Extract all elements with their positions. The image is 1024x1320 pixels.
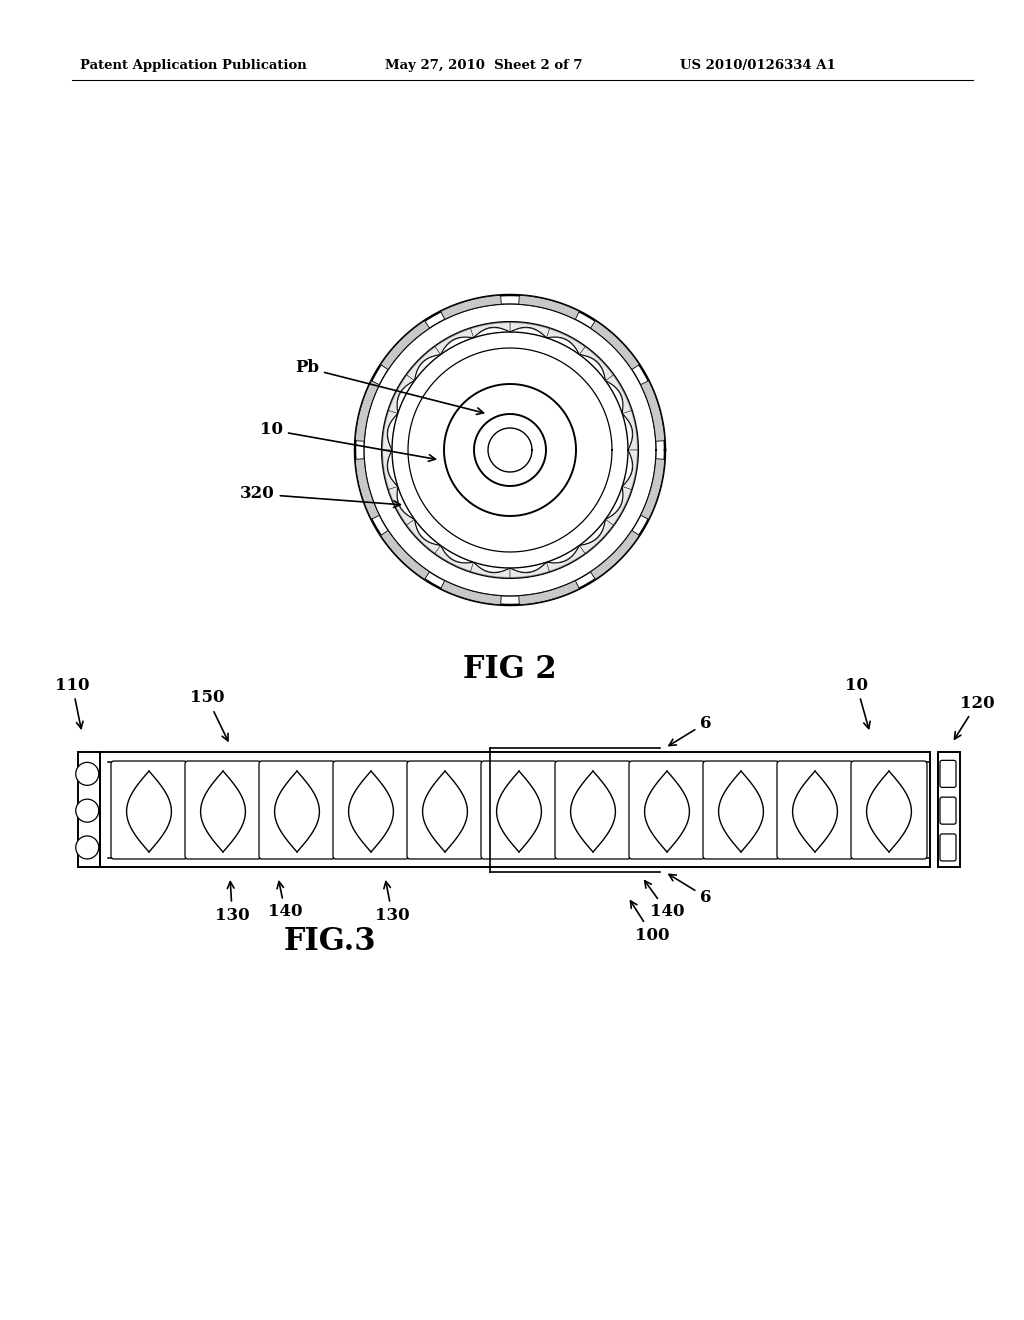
Polygon shape [440,581,501,605]
Polygon shape [641,459,665,519]
Text: 10: 10 [260,421,435,461]
Polygon shape [641,380,665,441]
FancyBboxPatch shape [111,762,187,859]
Polygon shape [381,531,429,579]
Polygon shape [605,487,632,525]
FancyBboxPatch shape [703,762,779,859]
Circle shape [76,836,98,859]
Bar [94,752,930,867]
Polygon shape [381,321,429,370]
Text: Pb: Pb [295,359,483,414]
Polygon shape [591,531,639,579]
Polygon shape [435,545,473,572]
FancyBboxPatch shape [555,762,631,859]
Text: 140: 140 [645,880,684,920]
FancyBboxPatch shape [940,834,956,861]
Text: Patent Application Publication: Patent Application Publication [80,58,307,71]
Polygon shape [435,329,473,355]
Text: 150: 150 [190,689,228,741]
Text: US 2010/0126334 A1: US 2010/0126334 A1 [680,58,836,71]
Polygon shape [355,380,380,441]
Polygon shape [510,322,550,338]
FancyBboxPatch shape [940,797,956,824]
FancyBboxPatch shape [259,762,335,859]
Polygon shape [605,375,632,413]
Polygon shape [355,459,380,519]
Polygon shape [382,450,397,490]
Text: May 27, 2010  Sheet 2 of 7: May 27, 2010 Sheet 2 of 7 [385,58,583,71]
FancyBboxPatch shape [940,760,956,787]
Polygon shape [470,562,510,578]
Text: 6: 6 [669,714,712,746]
Polygon shape [580,519,613,553]
Polygon shape [519,581,580,605]
Polygon shape [388,375,415,413]
Polygon shape [510,562,550,578]
Text: 130: 130 [375,882,410,924]
Circle shape [76,763,98,785]
FancyBboxPatch shape [851,762,927,859]
Polygon shape [547,329,586,355]
Text: 140: 140 [268,882,302,920]
Polygon shape [623,450,638,490]
FancyBboxPatch shape [481,762,557,859]
FancyBboxPatch shape [777,762,853,859]
Polygon shape [382,411,397,450]
Text: FIG 2: FIG 2 [463,655,557,685]
FancyBboxPatch shape [333,762,409,859]
Text: 130: 130 [215,882,250,924]
Polygon shape [519,296,580,319]
Polygon shape [547,545,586,572]
Text: 6: 6 [669,874,712,906]
Circle shape [76,799,98,822]
Bar [938,752,961,867]
FancyBboxPatch shape [629,762,705,859]
Text: 10: 10 [845,676,870,729]
Text: FIG.3: FIG.3 [284,927,376,957]
Polygon shape [591,321,639,370]
Text: 110: 110 [55,676,89,729]
Polygon shape [580,346,613,380]
Polygon shape [388,487,415,525]
Text: 320: 320 [240,486,400,507]
Text: 120: 120 [954,694,994,739]
Polygon shape [407,519,440,553]
Bar [78,752,100,867]
Text: 100: 100 [631,902,670,944]
FancyBboxPatch shape [407,762,483,859]
Polygon shape [470,322,510,338]
FancyBboxPatch shape [185,762,261,859]
Polygon shape [407,346,440,380]
Polygon shape [623,411,638,450]
Polygon shape [440,296,501,319]
